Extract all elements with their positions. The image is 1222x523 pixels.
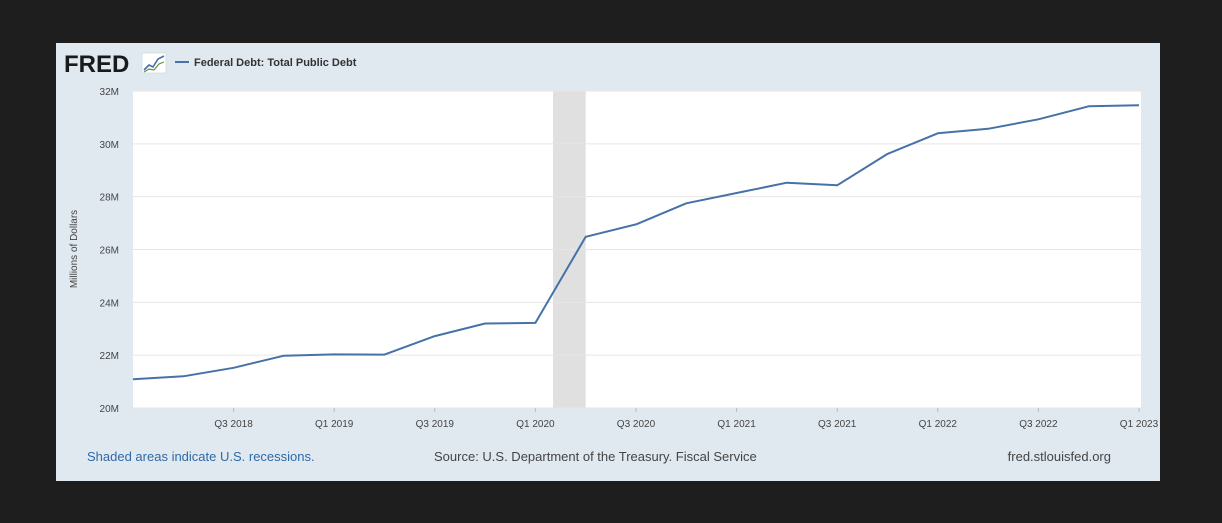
chart-canvas: FRED Federal Debt: Total Public Debt 20M… <box>64 51 1159 464</box>
y-axis-title: Millions of Dollars <box>69 210 80 288</box>
fred-logo[interactable]: FRED <box>64 51 129 78</box>
y-tick-label: 20M <box>100 404 119 415</box>
y-tick-label: 26M <box>100 246 119 257</box>
recession-note-link[interactable]: Shaded areas indicate U.S. recessions. <box>87 449 315 464</box>
series-line-federal-debt[interactable] <box>132 104 1140 381</box>
x-tick-label: Q3 2021 <box>818 419 857 430</box>
x-tick-label: Q3 2020 <box>617 419 656 430</box>
x-tick-label: Q1 2023 <box>1120 419 1159 430</box>
x-tick-label: Q1 2020 <box>516 419 555 430</box>
x-axis: Q3 2018 Q1 2019 Q3 2019 Q1 2020 Q3 2020 Q1 20… <box>214 408 1159 430</box>
x-tick-label: Q1 2021 <box>717 419 756 430</box>
fred-logo-graph-icon <box>141 52 167 74</box>
y-tick-label: 28M <box>100 193 119 204</box>
fred-url-link[interactable]: fred.stlouisfed.org <box>1008 449 1111 464</box>
x-tick-label: Q3 2022 <box>1019 419 1058 430</box>
chart-card: FRED Federal Debt: Total Public Debt 20M… <box>56 43 1160 481</box>
source-text: Source: U.S. Department of the Treasury.… <box>434 449 757 464</box>
x-tick-label: Q3 2019 <box>416 419 455 430</box>
y-tick-label: 24M <box>100 298 119 309</box>
y-tick-label: 30M <box>100 140 119 151</box>
x-tick-label: Q1 2022 <box>919 419 958 430</box>
y-tick-label: 22M <box>100 351 119 362</box>
y-axis: 20M 22M 24M 26M 28M 30M 32M <box>100 87 119 415</box>
x-tick-label: Q3 2018 <box>214 419 253 430</box>
legend-label[interactable]: Federal Debt: Total Public Debt <box>194 57 357 69</box>
x-tick-label: Q1 2019 <box>315 419 354 430</box>
y-tick-label: 32M <box>100 87 119 98</box>
